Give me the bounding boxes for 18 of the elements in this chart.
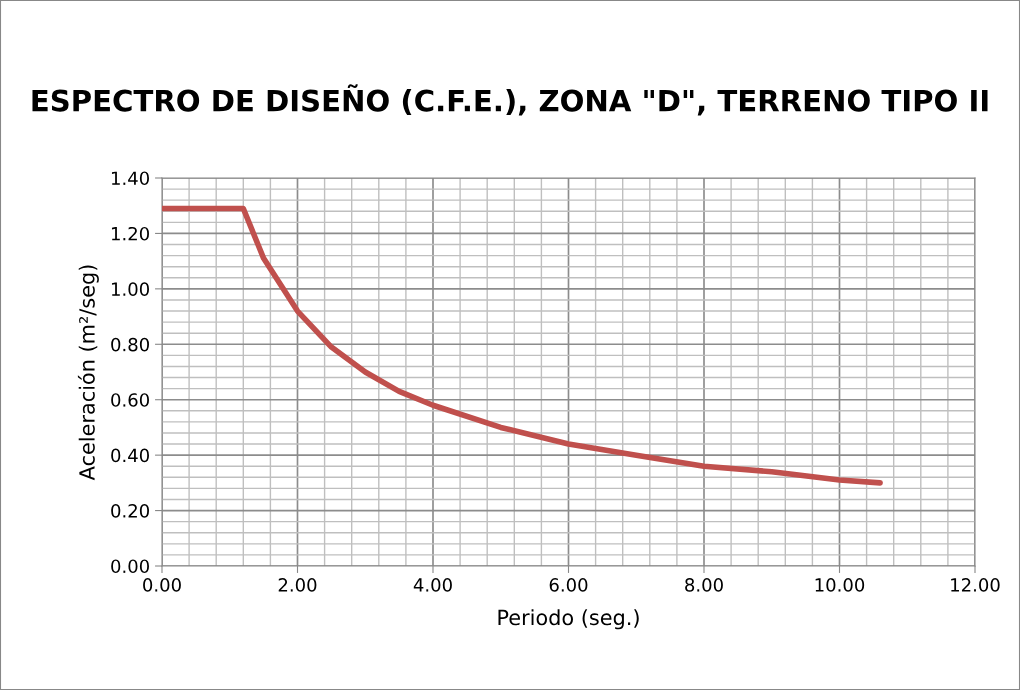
x-tick-label: 0.00 [143, 578, 181, 592]
y-tick-label: 0.40 [111, 448, 149, 463]
x-tick-label: 8.00 [685, 578, 723, 592]
x-tick-label: 4.00 [413, 578, 452, 592]
y-tick-label: 0.00 [111, 559, 149, 574]
x-tick-label: 6.00 [549, 578, 588, 592]
y-tick-label: 1.20 [111, 226, 149, 241]
x-tick-label: 10.00 [815, 578, 865, 592]
x-axis-title: Periodo (seg.) [498, 609, 639, 630]
chart-title: ESPECTRO DE DISEÑO (C.F.E.), ZONA "D", TERRENO TIPO II [32, 84, 988, 116]
y-tick-label: 0.60 [111, 393, 149, 407]
y-tick-label: 1.40 [111, 171, 149, 186]
y-tick-label: 0.20 [111, 504, 149, 518]
x-tick-label: 12.00 [951, 578, 1000, 592]
y-axis-title: Aceleración (m²/seg) [77, 265, 99, 481]
x-tick-label: 2.00 [278, 578, 317, 592]
y-tick-label: 0.80 [111, 337, 149, 352]
y-tick-label: 1.00 [111, 282, 149, 296]
